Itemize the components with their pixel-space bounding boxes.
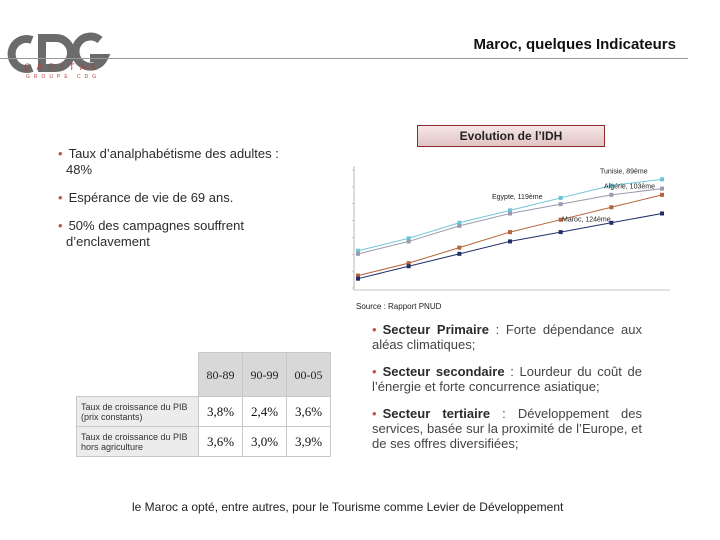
data-point [508,211,512,216]
logo-subtitle: CAPITAL [24,62,103,72]
data-point [609,205,614,210]
header-00-05: 00-05 [286,352,331,397]
page-title: Maroc, quelques Indicateurs [473,36,676,53]
data-point [356,276,360,281]
data-point [508,230,512,235]
series-label: Tunisie, 89ème [600,168,648,175]
series-line [357,212,663,280]
data-point [356,248,360,253]
row-label: Taux de croissance du PIB (prix constant… [76,396,199,427]
gdp-growth-table: 80-89 90-99 00-05 Taux de croissance du … [76,352,331,457]
data-point [660,186,664,191]
data-point [457,220,462,225]
bullet-isolation: • 50% des campagnes souffrent d’enclavemen… [58,218,244,249]
left-bullet-list: • Taux d’analphabétisme des adultes :48% … [58,146,320,262]
table-cell: 3,6% [286,396,331,427]
data-point [609,183,614,188]
series-line [357,194,663,277]
data-point [558,230,563,235]
header-90-99: 90-99 [242,352,287,397]
chart-source: Source : Rapport PNUD [356,302,442,311]
bullet-dot-icon: • [372,322,377,337]
data-point [356,273,360,278]
data-point [356,251,360,256]
data-point [457,251,462,256]
bullet-dot-icon: • [372,364,377,379]
series-label: Algérie, 103ème [604,184,655,191]
data-point [660,177,664,182]
series-label: Egypte, 119ème [492,194,543,201]
table-cell: 3,0% [242,426,287,457]
row-label: Taux de croissance du PIB hors agricultu… [76,426,199,457]
bullet-life-expectancy: • Espérance de vie de 69 ans. [58,190,234,205]
bullet-dot-icon: • [58,218,63,233]
bullet-primary-sector: • Secteur Primaire : Forte dépendance aux… [372,322,642,352]
data-point [406,261,411,266]
table-header-row: 80-89 90-99 00-05 [76,352,331,397]
data-point [406,236,411,241]
chart-axes [353,166,670,291]
table-row: Taux de croissance du PIB (prix constant… [76,396,331,427]
cdg-logo [7,32,111,73]
table-cell: 3,8% [198,396,243,427]
data-point [508,239,512,244]
table-cell: 3,6% [198,426,243,457]
data-point [406,239,411,244]
data-point [406,264,411,269]
data-point [609,220,614,225]
data-point [660,211,664,216]
data-point [457,245,462,250]
logo-group-label: GROUPE CDG [26,74,101,80]
data-point [508,208,512,213]
bullet-tertiary-sector: • Secteur tertiaire : Développement des s… [372,406,642,451]
title-divider [0,58,688,59]
data-point [660,192,664,197]
right-bullet-list: • Secteur Primaire : Forte dépendance aux… [372,322,642,463]
table-row: Taux de croissance du PIB hors agricultu… [76,426,331,457]
bullet-dot-icon: • [58,190,63,205]
data-point [609,192,614,197]
data-point [558,195,563,200]
idh-line-chart: Tunisie, 89ème Algérie, 103ème Egypte, 119… [352,166,670,291]
bullet-dot-icon: • [58,146,63,161]
header-80-89: 80-89 [198,352,243,397]
closing-statement: le Maroc a opté, entre autres, pour le T… [132,500,564,514]
data-point [558,217,563,222]
table-cell: 2,4% [242,396,287,427]
bullet-illiteracy: • Taux d’analphabétisme des adultes :48% [58,146,279,177]
series-label: Maroc, 124ème [562,216,611,223]
data-point [558,202,563,207]
idh-chart-title: Evolution de l’IDH [417,125,605,147]
table-cell: 3,9% [286,426,331,457]
data-point [457,223,462,228]
bullet-dot-icon: • [372,406,377,421]
bullet-secondary-sector: • Secteur secondaire : Lourdeur du coût d… [372,364,642,394]
